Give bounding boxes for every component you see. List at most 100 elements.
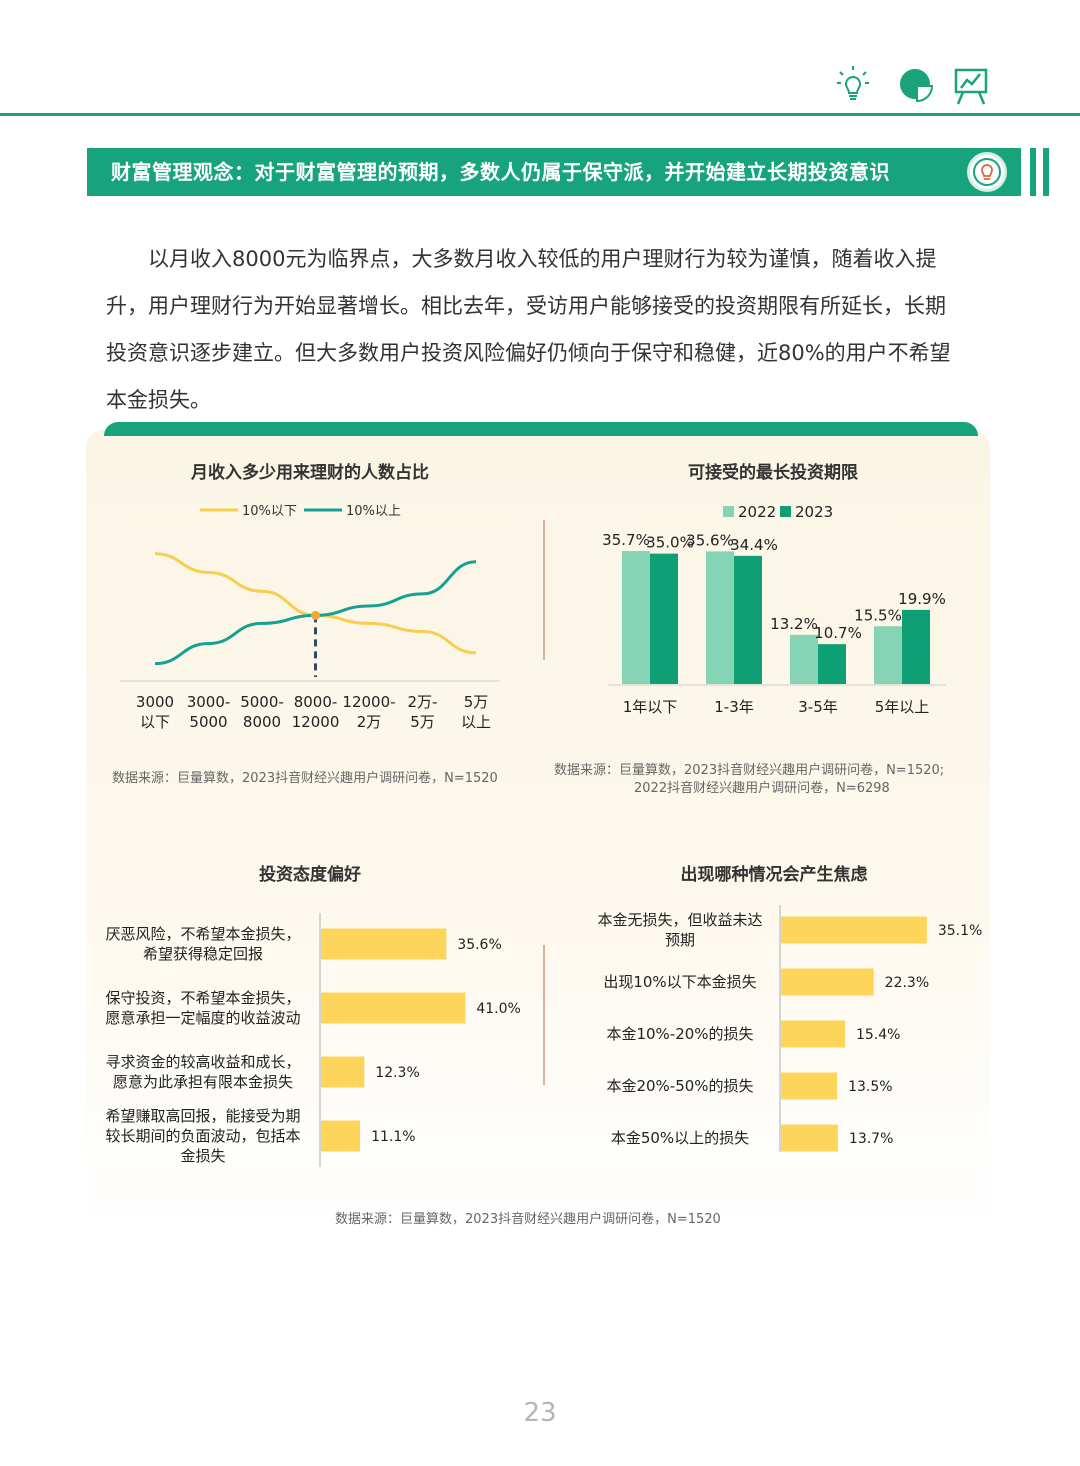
data-label: 35.7% bbox=[602, 531, 650, 549]
charts-panel bbox=[86, 430, 990, 1230]
x-tick-label: 以下 bbox=[140, 713, 170, 731]
legend-label-0: 10%以下 bbox=[242, 504, 297, 519]
data-label: 35.6% bbox=[686, 531, 734, 549]
crossover-point bbox=[311, 610, 320, 620]
data-label: 13.5% bbox=[848, 1079, 892, 1095]
data-label: 12.3% bbox=[375, 1065, 419, 1081]
attitude-chart-title: 投资态度偏好 bbox=[259, 865, 361, 885]
attitude-hbar-chart: 35.6% 厌恶风险，不希望本金损失， 希望获得稳定回报 41.0% 保守投资，不希望本… bbox=[105, 913, 521, 1167]
x-tick-label: 5年以上 bbox=[875, 698, 930, 716]
panel-divider bbox=[543, 945, 545, 1085]
category-label: 愿意承担一定幅度的收益波动 bbox=[105, 1009, 300, 1027]
legend-label-1: 10%以上 bbox=[346, 504, 401, 519]
data-label: 35.1% bbox=[938, 923, 982, 939]
bar bbox=[781, 968, 874, 996]
series-line-0 bbox=[154, 552, 477, 655]
x-tick-label: 5000- bbox=[240, 693, 284, 711]
anxiety-chart-title: 出现哪种情况会产生焦虑 bbox=[680, 865, 868, 885]
data-label: 13.7% bbox=[849, 1131, 893, 1147]
presentation-icon bbox=[953, 64, 989, 110]
data-label: 11.1% bbox=[371, 1129, 415, 1145]
x-tick-label: 12000 bbox=[292, 713, 340, 731]
category-label: 出现10%以下本金损失 bbox=[603, 973, 756, 991]
x-tick-label: 3000- bbox=[187, 693, 231, 711]
data-label: 10.7% bbox=[814, 624, 862, 642]
category-label: 寻求资金的较高收益和成长， bbox=[105, 1053, 300, 1071]
bar bbox=[321, 992, 466, 1024]
x-tick-label: 12000- bbox=[342, 693, 395, 711]
category-label: 本金50%以上的损失 bbox=[611, 1129, 749, 1147]
data-label: 15.5% bbox=[854, 606, 902, 624]
bar bbox=[874, 626, 902, 684]
bar-chart-source-line2: 2022抖音财经兴趣用户调研问卷，N=6298 bbox=[634, 781, 890, 796]
x-tick-label: 3000 bbox=[136, 693, 174, 711]
bar bbox=[321, 928, 447, 960]
bar bbox=[321, 1056, 365, 1088]
panel-divider bbox=[543, 520, 545, 660]
legend-label-0: 2022 bbox=[738, 503, 776, 521]
bottom-source: 数据来源：巨量算数，2023抖音财经兴趣用户调研问卷，N=1520 bbox=[335, 1212, 721, 1227]
bar-chart-source-line1: 数据来源：巨量算数，2023抖音财经兴趣用户调研问卷，N=1520; bbox=[554, 763, 945, 778]
category-label: 预期 bbox=[665, 931, 695, 949]
line-chart-title: 月收入多少用来理财的人数占比 bbox=[191, 463, 429, 483]
line-chart-source: 数据来源：巨量算数，2023抖音财经兴趣用户调研问卷，N=1520 bbox=[112, 771, 498, 786]
data-label: 35.0% bbox=[646, 534, 694, 552]
x-tick-label: 2万 bbox=[357, 713, 382, 731]
page-number: 23 bbox=[523, 1398, 557, 1428]
data-label: 34.4% bbox=[730, 536, 778, 554]
category-label: 希望获得稳定回报 bbox=[143, 945, 263, 963]
data-label: 22.3% bbox=[885, 975, 929, 991]
lightbulb-badge-icon bbox=[967, 152, 1007, 192]
category-label: 希望赚取高回报，能接受为期 bbox=[105, 1107, 300, 1125]
pie-chart-icon bbox=[898, 64, 934, 108]
bar bbox=[790, 634, 818, 684]
x-tick-label: 1年以下 bbox=[623, 698, 678, 716]
bar bbox=[818, 644, 846, 684]
bar bbox=[650, 553, 678, 684]
data-label: 13.2% bbox=[770, 615, 818, 633]
intro-text: 以月收入8000元为临界点，大多数月收入较低的用户理财行为较为谨慎，随着收入提升… bbox=[106, 247, 951, 412]
intro-paragraph: 以月收入8000元为临界点，大多数月收入较低的用户理财行为较为谨慎，随着收入提升… bbox=[106, 236, 966, 424]
x-tick-label: 3-5年 bbox=[798, 698, 838, 716]
category-label: 本金无损失，但收益未达 bbox=[597, 911, 762, 929]
x-tick-label: 以上 bbox=[461, 713, 491, 731]
bar bbox=[781, 1124, 838, 1152]
panel-top-band bbox=[104, 422, 978, 436]
legend-swatch-1 bbox=[780, 506, 791, 517]
horizon-bar-chart: 2022 2023 35.7%35.0% 1年以下 35.6%34.4% 1-3年 13.2… bbox=[602, 503, 946, 716]
bar bbox=[781, 1072, 838, 1100]
bar bbox=[781, 1020, 845, 1048]
banner-title: 财富管理观念：对于财富管理的预期，多数人仍属于保守派，并开始建立长期投资意识 bbox=[111, 160, 890, 184]
category-label: 本金10%-20%的损失 bbox=[606, 1025, 753, 1043]
data-label: 15.4% bbox=[856, 1027, 900, 1043]
data-label: 19.9% bbox=[898, 590, 946, 608]
x-tick-label: 8000- bbox=[294, 693, 338, 711]
category-label: 厌恶风险，不希望本金损失， bbox=[105, 925, 300, 943]
category-label: 金损失 bbox=[180, 1147, 225, 1165]
x-tick-label: 5000 bbox=[189, 713, 227, 731]
x-tick-label: 5万 bbox=[410, 713, 435, 731]
bar-chart-title: 可接受的最长投资期限 bbox=[688, 463, 858, 483]
bar bbox=[781, 916, 927, 944]
legend-label-1: 2023 bbox=[795, 503, 833, 521]
x-tick-label: 1-3年 bbox=[714, 698, 754, 716]
category-label: 本金20%-50%的损失 bbox=[606, 1077, 753, 1095]
bar bbox=[622, 551, 650, 684]
bar bbox=[321, 1120, 361, 1152]
x-tick-label: 2万- bbox=[408, 693, 438, 711]
income-line-chart: 10%以下 10%以上3000以下3000-50005000-80008000-1… bbox=[120, 504, 500, 731]
bar bbox=[734, 555, 762, 684]
bar bbox=[706, 551, 734, 684]
category-label: 保守投资，不希望本金损失， bbox=[105, 989, 300, 1007]
category-label: 较长期间的负面波动，包括本 bbox=[105, 1127, 300, 1145]
legend-swatch-0 bbox=[723, 506, 734, 517]
x-tick-label: 5万 bbox=[464, 693, 489, 711]
banner-accent-bar bbox=[1043, 148, 1049, 196]
data-label: 35.6% bbox=[457, 937, 501, 953]
bar bbox=[902, 609, 930, 684]
data-label: 41.0% bbox=[476, 1001, 520, 1017]
banner-accent-bar bbox=[1030, 148, 1036, 196]
lightbulb-icon bbox=[836, 64, 870, 108]
header-rule bbox=[0, 113, 1080, 116]
